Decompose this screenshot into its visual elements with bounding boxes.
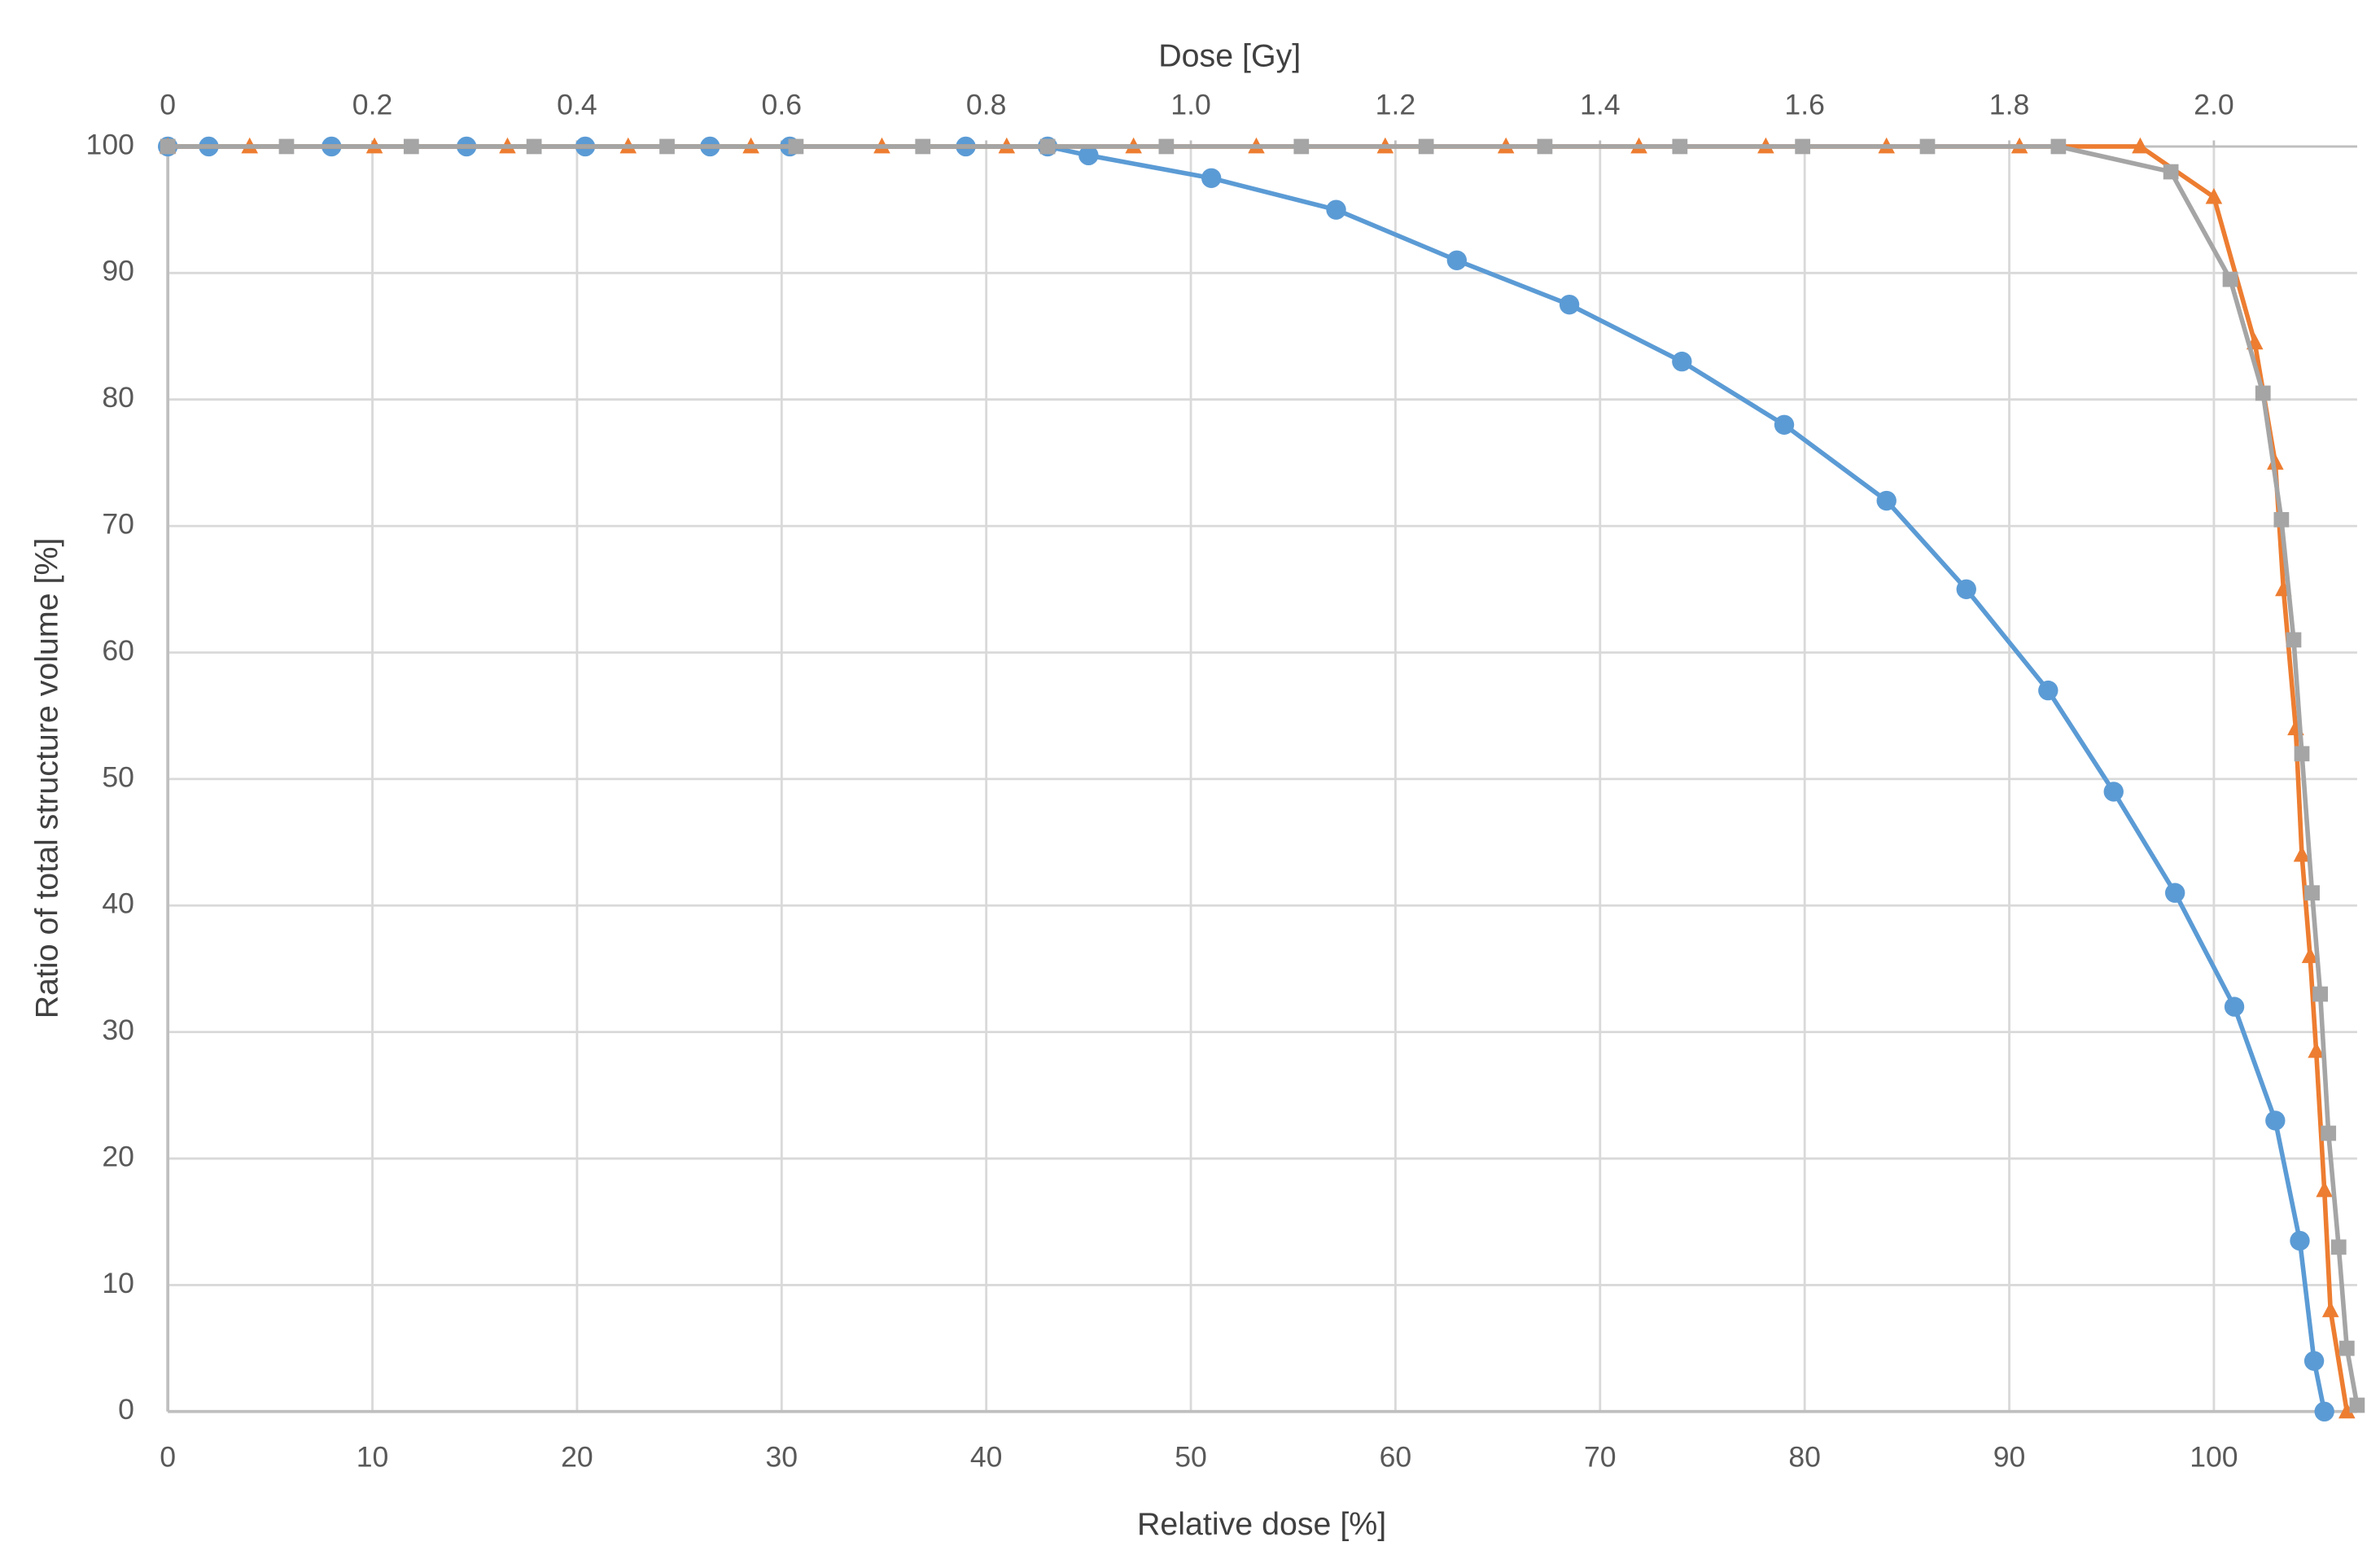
point (2132, 137, 2149, 154)
plot-area (157, 136, 2365, 1421)
point (2338, 1402, 2356, 1419)
y-tick-label: 100 (86, 128, 134, 160)
x-axis-title: Relative dose [%] (1137, 1506, 1386, 1542)
point (526, 138, 542, 155)
point (1876, 490, 1897, 511)
x-tick-label: 70 (1584, 1440, 1617, 1473)
x2-axis-title: Dose [Gy] (1158, 38, 1301, 74)
point (2314, 1401, 2334, 1421)
point (2316, 1180, 2333, 1198)
point (2265, 1110, 2286, 1131)
point (160, 138, 176, 155)
x2-tick-label: 1.4 (1580, 89, 1621, 121)
x-tick-label: 0 (160, 1440, 176, 1473)
point (2349, 1397, 2365, 1413)
series-line (168, 144, 2360, 1406)
x2-tick-label: 1.2 (1376, 89, 1416, 121)
point (2050, 138, 2067, 155)
point (2304, 885, 2320, 901)
point (1201, 168, 1222, 188)
x-tick-label: 40 (970, 1440, 1003, 1473)
point (2038, 680, 2058, 701)
point (2301, 947, 2319, 963)
point (1795, 138, 1811, 155)
point (2330, 1239, 2347, 1255)
x2-tick-label: 0.6 (762, 89, 803, 121)
y-tick-label: 60 (102, 634, 134, 667)
point (1919, 138, 1936, 155)
point (1039, 138, 1056, 155)
x-tick-label: 60 (1380, 1440, 1412, 1473)
point (1774, 414, 1795, 435)
point (403, 138, 419, 155)
point (2294, 746, 2310, 762)
x-tick-label: 30 (765, 1440, 798, 1473)
point (2273, 511, 2290, 528)
point (1672, 351, 1692, 372)
point (2255, 385, 2271, 401)
x2-tick-label: 1.8 (1989, 89, 2030, 121)
x2-tick-label: 0.2 (352, 89, 393, 121)
x2-tick-label: 1.0 (1170, 89, 1211, 121)
point (1078, 145, 1099, 166)
point (659, 138, 675, 155)
point (2293, 845, 2311, 862)
point (2303, 1351, 2325, 1371)
point (2321, 1301, 2339, 1317)
point (915, 138, 931, 155)
y-tick-label: 40 (102, 887, 134, 920)
point (2312, 986, 2329, 1002)
point (2286, 632, 2302, 648)
y-tick-label: 10 (102, 1267, 134, 1299)
point (278, 138, 295, 155)
point (1559, 294, 1580, 315)
point (1326, 199, 1346, 220)
point (2222, 271, 2238, 287)
x-tick-label: 90 (1993, 1440, 2026, 1473)
x-tick-label: 10 (357, 1440, 389, 1473)
y-tick-label: 0 (118, 1393, 134, 1426)
x-tick-label: 80 (1788, 1440, 1821, 1473)
point (788, 138, 804, 155)
x2-tick-label: 0 (160, 89, 176, 121)
point (2163, 164, 2179, 180)
y-tick-label: 30 (102, 1014, 134, 1046)
y-axis-title: Ratio of total structure volume [%] (28, 538, 64, 1019)
x2-tick-label: 0.4 (557, 89, 597, 121)
x2-tick-label: 2.0 (2194, 89, 2234, 121)
point (1446, 250, 1468, 270)
x2-tick-label: 0.8 (966, 89, 1007, 121)
point (2224, 997, 2245, 1017)
point (2290, 1230, 2310, 1251)
y-tick-label: 70 (102, 508, 134, 541)
x-tick-label: 100 (2190, 1440, 2238, 1473)
y-tick-label: 20 (102, 1140, 134, 1172)
point (2164, 883, 2185, 903)
y-tick-label: 90 (102, 255, 134, 287)
point (1672, 138, 1688, 155)
x-tick-label: 50 (1175, 1440, 1207, 1473)
point (1537, 138, 1553, 155)
y-tick-label: 50 (102, 760, 134, 793)
point (1956, 579, 1976, 599)
ticks: 0 10 20 30 40 50 60 70 80 90 100 0 10 20 30 40 50 60 70 80 9… (86, 89, 2238, 1474)
point (2308, 1041, 2325, 1058)
point (2321, 1125, 2337, 1141)
y-tick-label: 80 (102, 381, 134, 414)
x-tick-label: 20 (561, 1440, 593, 1473)
point (1293, 138, 1310, 155)
point (1158, 138, 1175, 155)
x2-tick-label: 1.6 (1784, 89, 1825, 121)
point (1418, 138, 1434, 155)
point (2205, 187, 2223, 204)
point (2267, 453, 2284, 470)
point (2338, 1340, 2355, 1356)
point (2103, 782, 2124, 802)
